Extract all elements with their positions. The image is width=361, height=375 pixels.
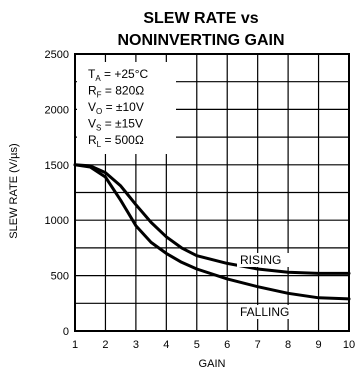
series-group [73,163,351,301]
y-tick-labels: 0 500 1000 1500 2000 2500 [45,49,69,338]
y-tick-label-3: 1500 [45,160,69,172]
chart-title: SLEW RATE vs [143,10,258,27]
x-tick-labels: 1 2 3 4 5 6 7 8 9 10 [72,339,355,351]
x-tick-label-2: 3 [133,339,139,351]
condition-line-3: VS = ±15V [88,117,143,133]
y-tick-label-0: 0 [63,326,69,338]
x-axis-label: GAIN [199,358,226,370]
condition-line-1: RF = 820Ω [88,84,144,100]
y-tick-label-2: 1000 [45,215,69,227]
y-axis-label: SLEW RATE (V/µs) [8,143,20,238]
y-tick-label-1: 500 [51,271,69,283]
x-tick-label-3: 4 [163,339,169,351]
x-tick-label-4: 5 [194,339,200,351]
y-tick-label-5: 2500 [45,49,69,61]
series-label-falling: FALLING [240,305,289,319]
plot-frame [74,53,350,332]
falling-label-bg [237,305,303,319]
x-tick-label-0: 1 [72,339,78,351]
condition-line-2: VO = ±10V [88,100,144,116]
condition-line-4: RL = 500Ω [88,133,144,149]
series-label-rising: RISING [240,253,281,267]
x-tick-label-1: 2 [102,339,108,351]
rising-label-bg [237,253,293,267]
x-tick-label-8: 9 [315,339,321,351]
x-tick-label-9: 10 [343,339,355,351]
x-tick-label-6: 7 [255,339,261,351]
conditions-box [77,62,176,154]
chart-subtitle: NONINVERTING GAIN [117,32,284,49]
x-tick-label-7: 8 [285,339,291,351]
condition-line-0: TA = +25°C [88,67,149,83]
series-line-rising [73,163,351,275]
x-tick-label-5: 6 [224,339,230,351]
series-line-falling [73,163,351,301]
y-tick-label-4: 2000 [45,104,69,116]
